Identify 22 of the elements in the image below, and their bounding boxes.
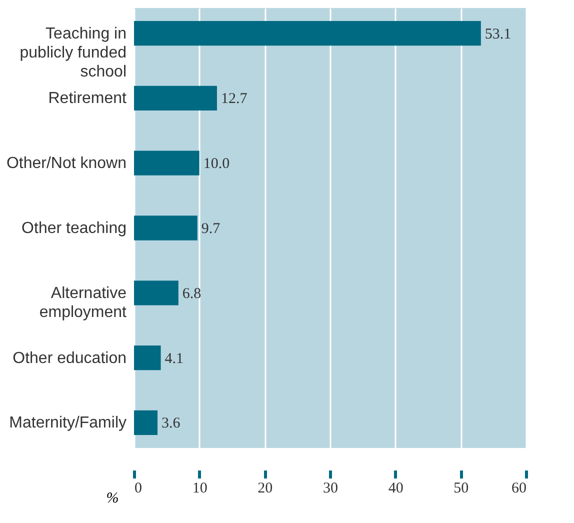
y-tick-label: Alternative employment [39,284,128,321]
y-tick-label: Maternity/Family [9,414,126,432]
data-label: 10.0 [203,156,230,172]
x-tick-label: 60 [512,480,526,496]
x-tick-label: 50 [454,480,469,496]
data-label: 12.7 [220,91,248,108]
y-tick-label: Retirement [48,90,128,108]
y-tick-label: Other/Not known [6,155,126,172]
y-tick-label: Teaching in publicly funded school [20,25,126,80]
x-axis-title: % [106,490,119,506]
data-label: 53.1 [484,26,512,42]
x-tick-label: 20 [258,480,273,496]
y-tick-label: Other teaching [22,220,126,237]
x-tick-label: 30 [323,480,338,496]
x-tick-label: 40 [388,480,404,496]
y-tick-label: Other education [12,350,126,367]
data-label: 6.8 [182,286,202,302]
data-label: 9.7 [201,221,221,237]
x-tick-label: 0 [134,480,142,496]
data-label: 4.1 [164,350,184,367]
x-tick-label: 10 [192,480,208,496]
data-label: 3.6 [162,416,181,432]
